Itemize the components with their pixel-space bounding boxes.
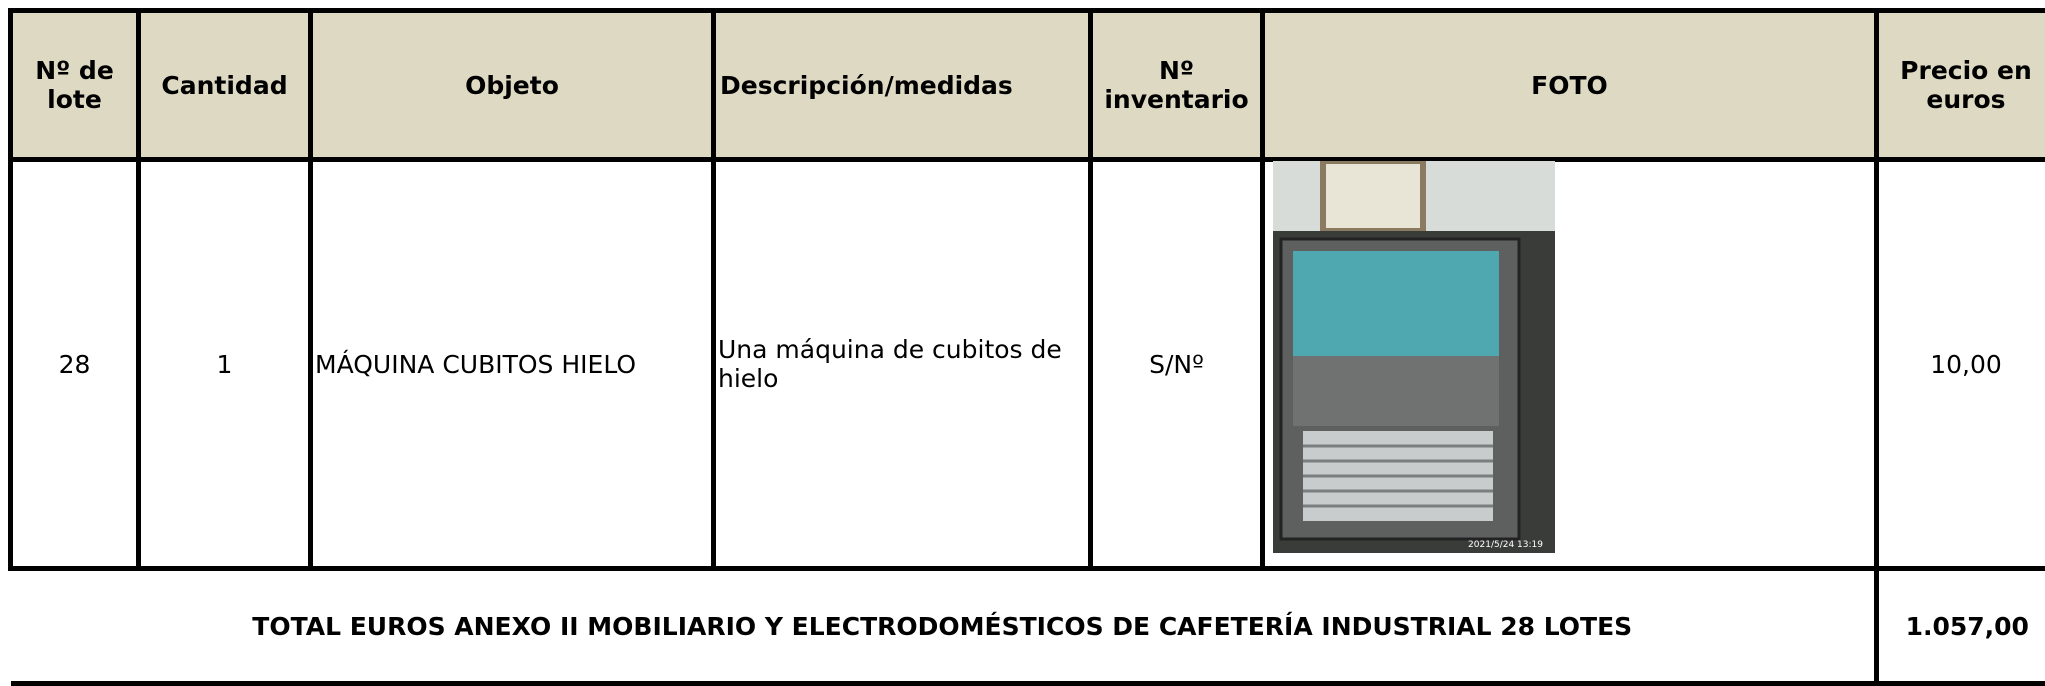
header-cell: Precio en euros <box>1877 11 2045 160</box>
lot-table: Nº de lote Cantidad Objeto Descripción/m… <box>8 8 2045 686</box>
total-row: TOTAL EUROS ANEXO II MOBILIARIO Y ELECTR… <box>11 569 2045 684</box>
cell: S/Nº <box>1091 160 1263 569</box>
header-cell: FOTO <box>1263 11 1877 160</box>
total-value: 1.057,00 <box>1877 569 2045 684</box>
photo-timestamp: 2021/5/24 13:19 <box>1468 540 1543 550</box>
total-label: TOTAL EUROS ANEXO II MOBILIARIO Y ELECTR… <box>11 569 1877 684</box>
header-cell: Nº de lote <box>11 11 139 160</box>
cell: 28 <box>11 160 139 569</box>
photo: 2021/5/24 13:19 <box>1273 161 1555 553</box>
header-cell: Cantidad <box>139 11 311 160</box>
header-cell: Nº inventario <box>1091 11 1263 160</box>
header-cell: Objeto <box>311 11 714 160</box>
header-row: Nº de lote Cantidad Objeto Descripción/m… <box>11 11 2045 160</box>
cell: Una máquina de cubitos de hielo <box>714 160 1091 569</box>
cell: 1 <box>139 160 311 569</box>
data-row: 28 1 MÁQUINA CUBITOS HIELO Una máquina d… <box>11 160 2045 569</box>
cell: 10,00 <box>1877 160 2045 569</box>
header-cell: Descripción/medidas <box>714 11 1091 160</box>
photo-cell: 2021/5/24 13:19 <box>1263 160 1877 569</box>
cell: MÁQUINA CUBITOS HIELO <box>311 160 714 569</box>
